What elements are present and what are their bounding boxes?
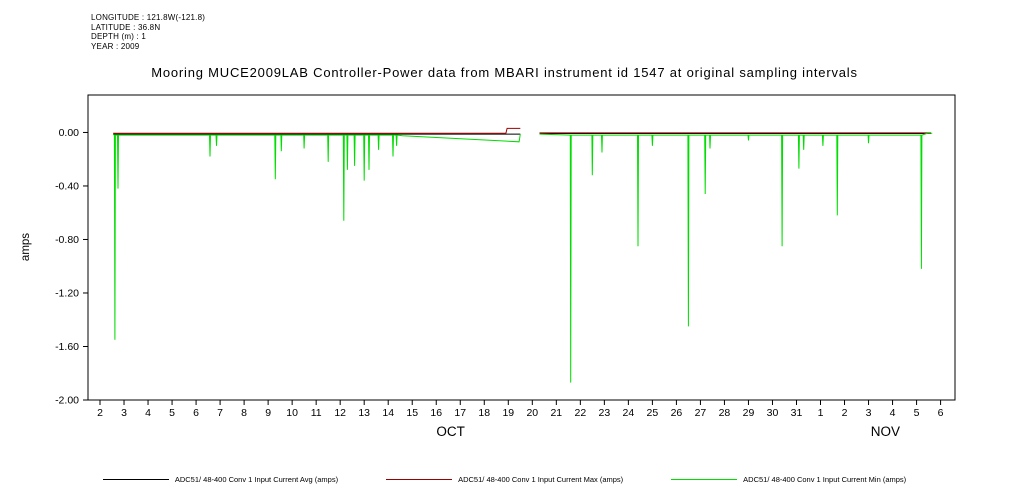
y-axis-label: amps: [20, 232, 32, 262]
legend-label-min: ADC51/ 48-400 Conv 1 Input Current Min (…: [743, 475, 907, 484]
svg-text:23: 23: [599, 407, 611, 419]
svg-text:12: 12: [334, 407, 346, 419]
svg-text:-0.80: -0.80: [55, 234, 79, 246]
latitude-text: LATITUDE : 36.8N: [91, 22, 161, 32]
depth-text: DEPTH (m) : 1: [91, 32, 147, 41]
plot-frame: [87, 94, 956, 401]
svg-text:9: 9: [265, 407, 271, 419]
svg-text:8: 8: [241, 407, 247, 419]
svg-text:16: 16: [430, 407, 442, 419]
svg-text:30: 30: [767, 407, 779, 419]
svg-text:17: 17: [454, 407, 466, 419]
svg-text:26: 26: [671, 407, 683, 419]
legend-item-avg: ADC51/ 48-400 Conv 1 Input Current Avg (…: [102, 475, 339, 484]
svg-text:29: 29: [743, 407, 755, 419]
svg-text:2: 2: [842, 407, 848, 419]
svg-text:OCT: OCT: [436, 424, 465, 439]
page-title: Mooring MUCE2009LAB Controller-Power dat…: [151, 65, 858, 80]
svg-text:31: 31: [791, 407, 803, 419]
legend-line-max-swatch: [386, 479, 453, 480]
longitude-text: LONGITUDE : 121.8W(-121.8): [91, 13, 206, 22]
svg-text:20: 20: [526, 407, 538, 419]
svg-text:-0.40: -0.40: [55, 180, 79, 192]
svg-text:6: 6: [938, 407, 944, 419]
svg-text:27: 27: [695, 407, 707, 419]
legend-label-avg: ADC51/ 48-400 Conv 1 Input Current Avg (…: [174, 475, 339, 484]
svg-text:15: 15: [406, 407, 418, 419]
svg-text:6: 6: [193, 407, 199, 419]
x-axis: 2 3 4 5 6 7 8 9 10 11 12 13 14 15 16 17 18 19 20 21 22 23 24 25…: [97, 400, 944, 439]
svg-text:25: 25: [647, 407, 659, 419]
svg-text:22: 22: [574, 407, 586, 419]
metadata-header: LONGITUDE : 121.8W(-121.8) LATITUDE : 36…: [91, 13, 205, 51]
svg-text:7: 7: [217, 407, 223, 419]
svg-text:4: 4: [890, 407, 896, 419]
svg-text:NOV: NOV: [871, 424, 900, 439]
legend-label-max: ADC51/ 48-400 Conv 1 Input Current Max (…: [458, 475, 624, 484]
svg-text:2: 2: [97, 407, 103, 419]
legend-line-min-swatch: [671, 479, 738, 480]
svg-text:5: 5: [914, 407, 920, 419]
svg-text:3: 3: [121, 407, 127, 419]
svg-text:18: 18: [478, 407, 490, 419]
svg-text:28: 28: [719, 407, 731, 419]
svg-text:13: 13: [358, 407, 370, 419]
svg-text:11: 11: [311, 407, 322, 419]
legend-item-max: ADC51/ 48-400 Conv 1 Input Current Max (…: [386, 475, 623, 484]
svg-text:-1.20: -1.20: [55, 287, 79, 299]
legend: ADC51/ 48-400 Conv 1 Input Current Avg (…: [0, 475, 1009, 484]
svg-text:19: 19: [502, 407, 514, 419]
svg-text:5: 5: [169, 407, 175, 419]
svg-text:21: 21: [550, 407, 562, 419]
svg-text:1: 1: [818, 407, 824, 419]
series-avg: [113, 133, 931, 135]
year-text: YEAR : 2009: [91, 41, 140, 51]
legend-line-avg-swatch: [102, 479, 169, 480]
svg-text:0.00: 0.00: [59, 127, 80, 139]
series-max: [113, 127, 931, 134]
svg-text:-2.00: -2.00: [55, 395, 79, 407]
svg-text:-1.60: -1.60: [55, 341, 79, 353]
svg-text:4: 4: [145, 407, 151, 419]
svg-text:10: 10: [286, 407, 298, 419]
series-min: [112, 132, 933, 383]
svg-text:24: 24: [623, 407, 635, 419]
legend-item-min: ADC51/ 48-400 Conv 1 Input Current Min (…: [671, 475, 906, 484]
svg-text:14: 14: [382, 407, 394, 419]
y-axis: 0.00 -0.40 -0.80 -1.20 -1.60 -2.00: [55, 127, 88, 407]
svg-text:3: 3: [866, 407, 872, 419]
